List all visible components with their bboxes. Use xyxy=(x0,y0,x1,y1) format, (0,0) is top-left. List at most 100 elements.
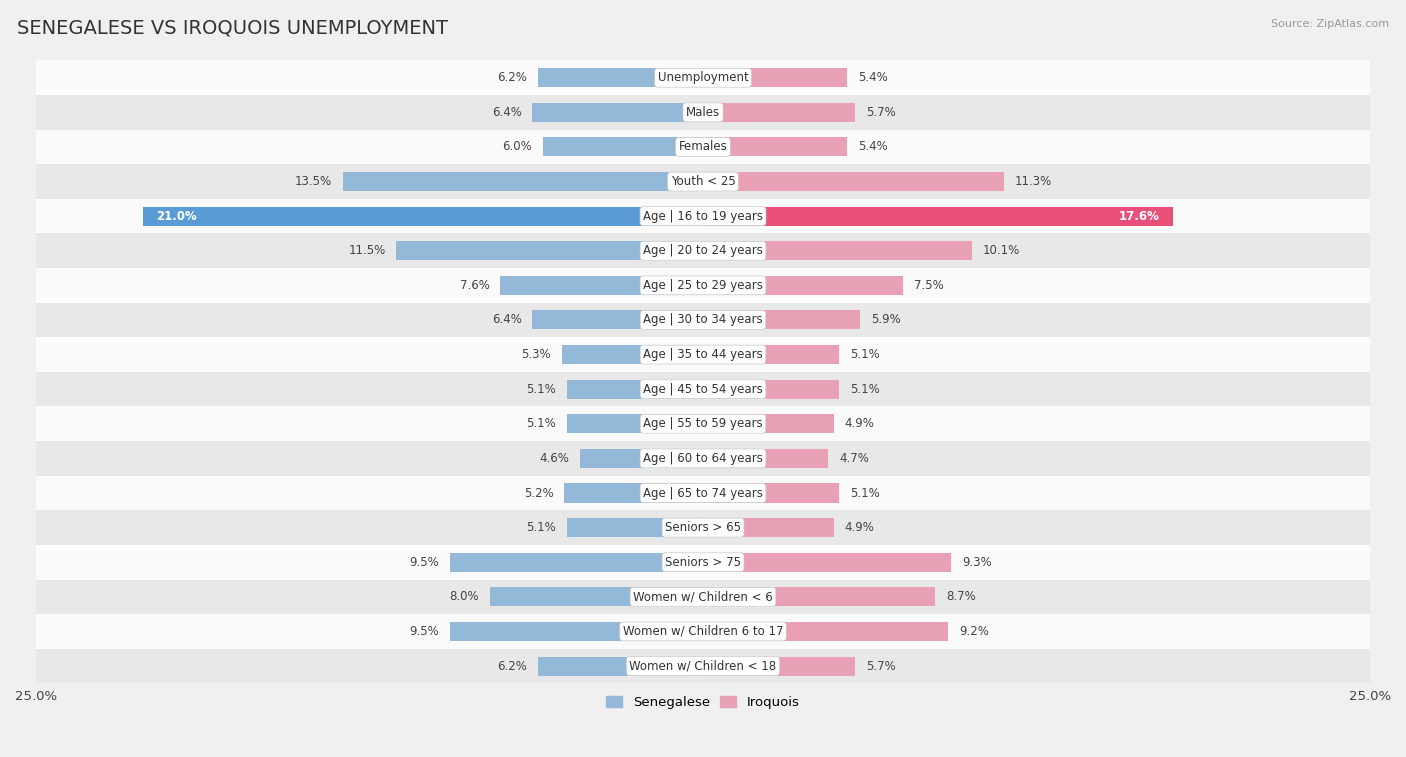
Bar xyxy=(703,484,839,503)
Text: 11.3%: 11.3% xyxy=(1015,175,1052,188)
Bar xyxy=(37,441,1369,475)
Bar xyxy=(703,241,973,260)
Text: 21.0%: 21.0% xyxy=(156,210,197,223)
Text: Age | 30 to 34 years: Age | 30 to 34 years xyxy=(643,313,763,326)
Text: 5.9%: 5.9% xyxy=(872,313,901,326)
Bar xyxy=(567,518,703,537)
Text: 5.1%: 5.1% xyxy=(526,417,557,430)
Text: 6.4%: 6.4% xyxy=(492,106,522,119)
Text: Youth < 25: Youth < 25 xyxy=(671,175,735,188)
Text: Unemployment: Unemployment xyxy=(658,71,748,84)
Text: 4.7%: 4.7% xyxy=(839,452,869,465)
Bar xyxy=(703,276,903,295)
Text: 4.9%: 4.9% xyxy=(845,417,875,430)
Bar xyxy=(37,510,1369,545)
Bar xyxy=(37,164,1369,199)
Bar xyxy=(37,649,1369,684)
Text: Women w/ Children < 6: Women w/ Children < 6 xyxy=(633,590,773,603)
Text: 9.2%: 9.2% xyxy=(959,625,988,638)
Bar xyxy=(489,587,703,606)
Text: 6.2%: 6.2% xyxy=(498,71,527,84)
Text: Women w/ Children 6 to 17: Women w/ Children 6 to 17 xyxy=(623,625,783,638)
Text: Age | 35 to 44 years: Age | 35 to 44 years xyxy=(643,348,763,361)
Bar xyxy=(703,138,846,157)
Bar xyxy=(543,138,703,157)
Text: Age | 20 to 24 years: Age | 20 to 24 years xyxy=(643,245,763,257)
Text: 5.3%: 5.3% xyxy=(522,348,551,361)
Bar xyxy=(703,449,828,468)
Text: Age | 65 to 74 years: Age | 65 to 74 years xyxy=(643,487,763,500)
Text: Age | 45 to 54 years: Age | 45 to 54 years xyxy=(643,383,763,396)
Text: 5.7%: 5.7% xyxy=(866,659,896,672)
Bar xyxy=(37,475,1369,510)
Bar xyxy=(561,345,703,364)
Text: 6.4%: 6.4% xyxy=(492,313,522,326)
Bar xyxy=(537,656,703,675)
Text: 4.6%: 4.6% xyxy=(540,452,569,465)
Text: Age | 25 to 29 years: Age | 25 to 29 years xyxy=(643,279,763,292)
Bar xyxy=(533,310,703,329)
Text: Seniors > 65: Seniors > 65 xyxy=(665,521,741,534)
Text: 8.7%: 8.7% xyxy=(946,590,976,603)
Bar xyxy=(703,207,1173,226)
Bar xyxy=(567,380,703,399)
Text: 5.1%: 5.1% xyxy=(526,383,557,396)
Text: Age | 60 to 64 years: Age | 60 to 64 years xyxy=(643,452,763,465)
Text: 5.1%: 5.1% xyxy=(849,487,880,500)
Text: Females: Females xyxy=(679,141,727,154)
Bar xyxy=(37,407,1369,441)
Text: 9.5%: 9.5% xyxy=(409,625,439,638)
Bar xyxy=(537,68,703,87)
Bar xyxy=(450,622,703,641)
Text: SENEGALESE VS IROQUOIS UNEMPLOYMENT: SENEGALESE VS IROQUOIS UNEMPLOYMENT xyxy=(17,19,449,38)
Bar xyxy=(143,207,703,226)
Text: 7.6%: 7.6% xyxy=(460,279,489,292)
Text: 11.5%: 11.5% xyxy=(349,245,385,257)
Text: 6.2%: 6.2% xyxy=(498,659,527,672)
Text: 9.3%: 9.3% xyxy=(962,556,991,569)
Bar xyxy=(37,545,1369,580)
Bar xyxy=(37,580,1369,614)
Text: 10.1%: 10.1% xyxy=(983,245,1021,257)
Text: 17.6%: 17.6% xyxy=(1118,210,1159,223)
Bar xyxy=(564,484,703,503)
Text: 5.1%: 5.1% xyxy=(849,383,880,396)
Text: Women w/ Children < 18: Women w/ Children < 18 xyxy=(630,659,776,672)
Bar xyxy=(703,172,1004,191)
Text: Males: Males xyxy=(686,106,720,119)
Bar xyxy=(703,345,839,364)
Bar xyxy=(37,303,1369,338)
Bar xyxy=(581,449,703,468)
Bar xyxy=(703,587,935,606)
Bar xyxy=(703,622,949,641)
Text: Age | 55 to 59 years: Age | 55 to 59 years xyxy=(643,417,763,430)
Bar xyxy=(37,129,1369,164)
Bar xyxy=(37,95,1369,129)
Text: 7.5%: 7.5% xyxy=(914,279,943,292)
Text: 5.2%: 5.2% xyxy=(524,487,554,500)
Bar xyxy=(37,614,1369,649)
Text: 6.0%: 6.0% xyxy=(502,141,533,154)
Bar xyxy=(703,68,846,87)
Text: Age | 16 to 19 years: Age | 16 to 19 years xyxy=(643,210,763,223)
Bar xyxy=(703,553,950,572)
Bar xyxy=(533,103,703,122)
Text: Source: ZipAtlas.com: Source: ZipAtlas.com xyxy=(1271,19,1389,29)
Text: 13.5%: 13.5% xyxy=(295,175,332,188)
Text: 5.4%: 5.4% xyxy=(858,71,887,84)
Bar xyxy=(567,414,703,433)
Bar xyxy=(703,518,834,537)
Bar xyxy=(703,380,839,399)
Bar xyxy=(343,172,703,191)
Bar xyxy=(37,268,1369,303)
Legend: Senegalese, Iroquois: Senegalese, Iroquois xyxy=(600,690,806,714)
Bar xyxy=(450,553,703,572)
Bar xyxy=(37,61,1369,95)
Text: 9.5%: 9.5% xyxy=(409,556,439,569)
Text: Seniors > 75: Seniors > 75 xyxy=(665,556,741,569)
Text: 5.1%: 5.1% xyxy=(526,521,557,534)
Bar xyxy=(501,276,703,295)
Bar xyxy=(396,241,703,260)
Bar xyxy=(37,233,1369,268)
Text: 5.7%: 5.7% xyxy=(866,106,896,119)
